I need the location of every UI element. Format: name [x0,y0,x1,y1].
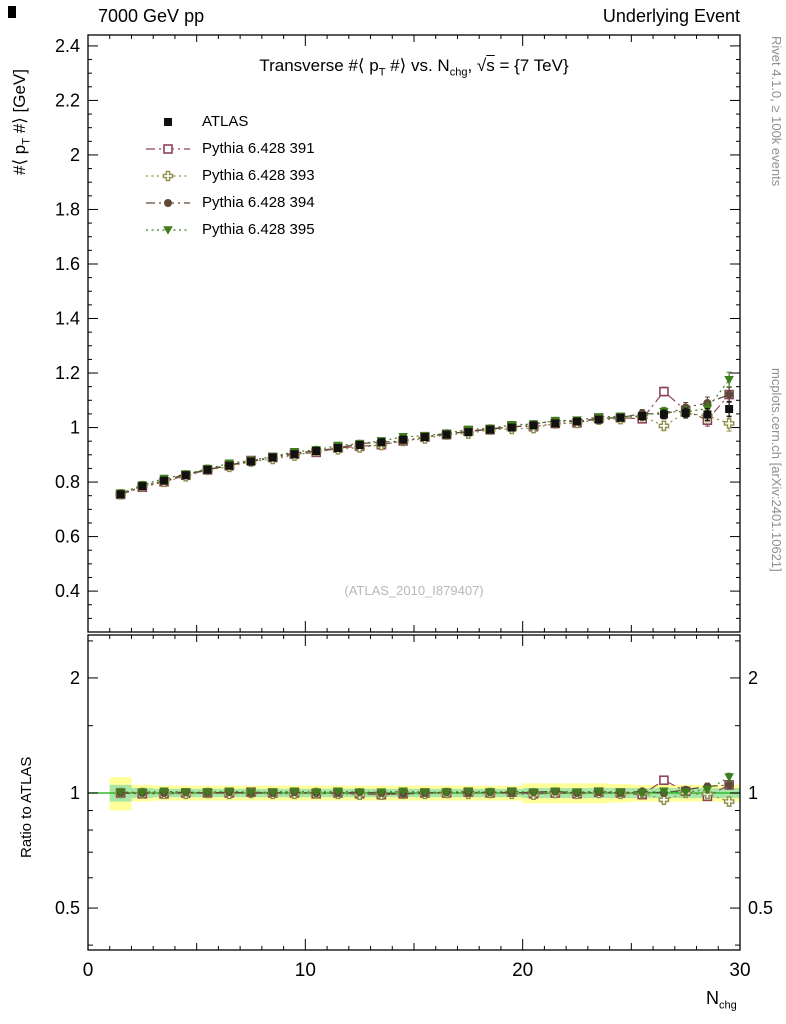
series-line [120,412,730,495]
tick-label: 0.8 [55,472,80,492]
series-atlas [116,400,734,499]
tick-label: 1 [70,418,80,438]
square-filled-marker-icon [164,117,172,126]
y-axis-ticks-top: 0.4 0.6 0.8 1 1.2 1.4 1.6 1.8 2 2.2 2.4 [55,36,740,619]
legend-item-pythia-6-428-393: Pythia 6.428 393 [144,162,315,189]
legend-label: ATLAS [202,113,249,130]
y-axis-label-text: #⟨ p [10,144,29,175]
title-text: , √ [467,56,487,75]
tick-label: 1 [70,783,80,803]
x-axis-label: Nchg [706,988,737,1012]
tick-label: 10 [295,960,316,981]
mcplots-reference-note: mcplots.cern.ch [arXiv:2401.10621] [769,368,784,572]
series-pythia-6-428-395 [115,772,734,798]
y-axis-ticks-ratio: 0.5 0.5 1 1 2 2 [55,640,773,946]
title-text: = {7 TeV} [494,56,569,75]
triangle-down-filled-marker-icon [146,225,190,235]
tick-label: 1.2 [55,363,80,383]
tick-label: 1.4 [55,309,80,329]
title-text: Transverse #⟨ p [259,56,379,75]
legend-label: Pythia 6.428 395 [202,221,315,238]
watermark: (ATLAS_2010_I879407) [344,583,484,598]
tick-label: 0.5 [748,898,773,918]
title-sub-pt: T [378,66,386,79]
legend-item-pythia-6-428-394: Pythia 6.428 394 [144,189,315,216]
tick-label: 2 [70,668,80,688]
legend-label: Pythia 6.428 394 [202,194,315,211]
legend-item-pythia-6-428-391: Pythia 6.428 391 [144,135,315,162]
title-sub-nchg: chg [449,66,468,79]
cross-open-marker-icon [146,170,190,181]
y-axis-label-top: #⟨ pT #⟩ [GeV] [10,69,32,175]
series-line [120,379,730,494]
legend-label: Pythia 6.428 391 [202,140,315,157]
tick-label: 0 [83,960,94,981]
plot-title: Transverse #⟨ pT #⟩ vs. Nchg, √s = {7 Te… [88,56,740,78]
tick-label: 0.4 [55,581,80,601]
x-axis-ticks: 0 10 20 30 [83,35,751,981]
beam-energy-label: 7000 GeV pp [98,6,205,26]
tick-label: 0.5 [55,898,80,918]
tick-label: 0.6 [55,527,80,547]
legend-label: Pythia 6.428 393 [202,167,315,184]
tick-label: 2 [70,145,80,165]
title-text: #⟩ vs. N [385,56,450,75]
x-axis-label-text: N [706,988,719,1008]
tick-label: 30 [729,960,750,981]
legend: ATLAS Pythia 6.428 391 Pythia 6.428 393 Pyt… [144,108,315,243]
title-sqrt-s: s [486,56,495,75]
circle-filled-marker-icon [146,198,190,207]
tick-label: 20 [512,960,533,981]
tick-label: 2.2 [55,90,80,110]
x-axis-label-sub: chg [719,999,737,1012]
series-line [120,394,730,495]
y-axis-label-text: #⟩ [GeV] [10,69,29,138]
tick-label: 1.6 [55,254,80,274]
tick-label: 1 [748,783,758,803]
y-axis-label-ratio: Ratio to ATLAS [18,756,35,858]
corner-mark [8,6,16,18]
legend-item-pythia-6-428-395: Pythia 6.428 395 [144,216,315,243]
legend-item-atlas: ATLAS [144,108,315,135]
tick-label: 2.4 [55,36,80,56]
analysis-category-label: Underlying Event [602,6,740,26]
square-open-marker-icon [146,143,190,154]
tick-label: 2 [748,668,758,688]
tick-label: 1.8 [55,199,80,219]
y-axis-label-sub: T [20,138,33,145]
rivet-version-note: Rivet 4.1.0, ≥ 100k events [769,36,784,187]
